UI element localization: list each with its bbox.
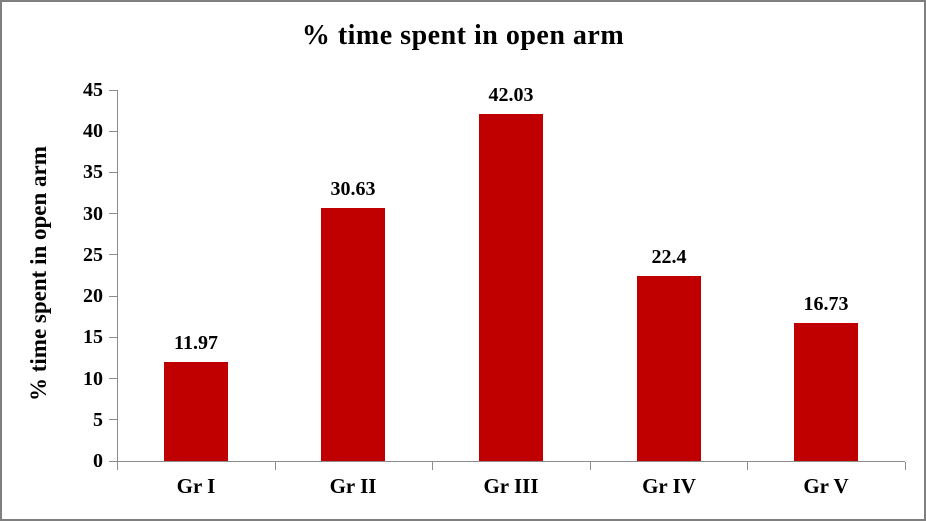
y-axis-line (117, 90, 118, 461)
bar-value-label: 16.73 (803, 293, 849, 315)
bar-gr-iii (479, 114, 543, 461)
x-axis-category-label: Gr II (329, 474, 377, 498)
y-axis-tick (109, 254, 117, 256)
y-axis-title: % time spent in open arm (26, 146, 51, 401)
y-axis-tick-label: 15 (83, 326, 103, 349)
x-axis-tick (432, 462, 433, 470)
y-axis-tick-label: 25 (83, 243, 103, 266)
y-axis-tick (109, 336, 117, 338)
y-axis-tick (109, 295, 117, 297)
y-axis-tick (109, 213, 117, 215)
y-axis-tick-label: 40 (83, 120, 103, 143)
bar-gr-ii (321, 208, 385, 461)
x-axis-tick (117, 462, 118, 470)
y-axis-tick (109, 171, 117, 173)
x-axis-tick (275, 462, 276, 470)
bar-value-label: 22.4 (651, 246, 687, 268)
plot-area: 0 5 10 15 20 25 30 35 40 45 11.97 Gr I 30.63 Gr II 42.… (83, 80, 906, 498)
y-axis-tick (109, 130, 117, 132)
y-axis-tick-label: 10 (83, 367, 103, 390)
x-axis-category-label: Gr III (483, 474, 539, 498)
bar-gr-v (794, 323, 858, 461)
y-axis-tick (109, 89, 117, 91)
x-axis-line (117, 461, 905, 462)
bar-value-label: 30.63 (330, 178, 376, 200)
x-axis-category-label: Gr I (176, 474, 216, 498)
x-axis-tick (590, 462, 591, 470)
chart-title: % time spent in open arm (301, 20, 625, 51)
y-axis-tick-label: 30 (83, 202, 103, 225)
bar-gr-iv (637, 276, 701, 461)
x-axis-category-label: Gr IV (642, 474, 696, 498)
bar-value-label: 11.97 (174, 332, 218, 354)
y-axis-tick-label: 5 (93, 408, 103, 431)
y-axis-tick-label: 45 (83, 79, 103, 101)
bar-gr-i (164, 362, 228, 461)
y-axis-tick-label: 20 (83, 285, 103, 308)
y-axis-tick-label: 35 (83, 161, 103, 184)
x-axis-category-label: Gr V (803, 474, 849, 498)
y-axis-tick (109, 419, 117, 421)
bar-value-label: 42.03 (488, 84, 534, 106)
y-axis-tick (109, 460, 117, 462)
x-axis-tick (747, 462, 748, 470)
y-axis-tick (109, 378, 117, 380)
x-axis-tick (905, 462, 906, 470)
y-axis-tick-label: 0 (93, 450, 103, 472)
